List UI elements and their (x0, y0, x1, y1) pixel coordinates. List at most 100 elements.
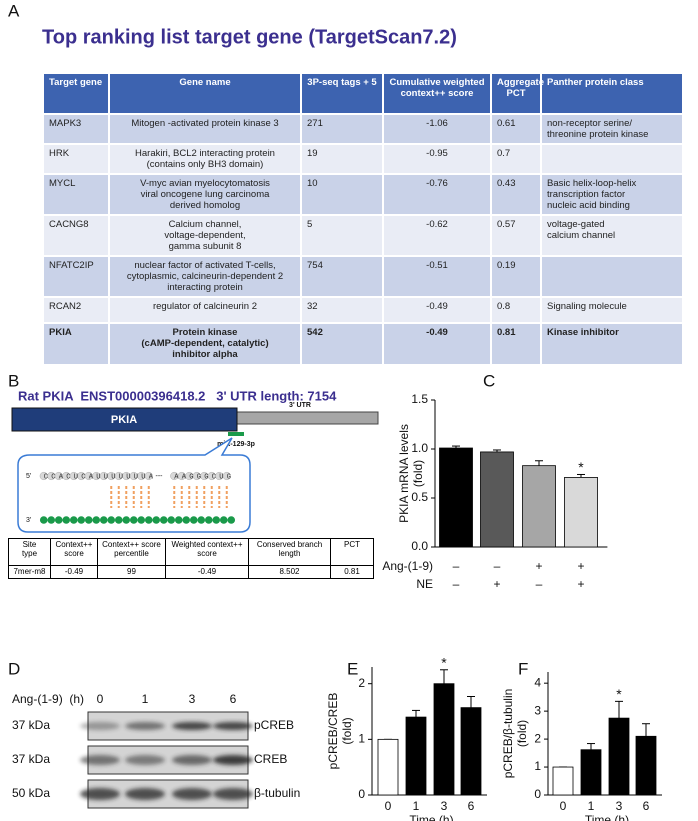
cell: Signaling molecule (540, 296, 684, 324)
panel-title: Rat PKIA ENST00000396418.2 3' UTR length… (18, 388, 337, 403)
band (213, 788, 253, 800)
header-cell: Site type (8, 538, 51, 566)
header-cell: Target gene (42, 72, 110, 115)
y-axis-label-line: (fold) (340, 717, 354, 744)
cell: Basic helix-loop-helix transcription fac… (540, 173, 684, 216)
cell: -0.51 (382, 255, 492, 298)
cell: 0.81 (490, 322, 542, 366)
time-label: 1 (142, 692, 149, 706)
bar (377, 738, 399, 796)
condition-name: NE (416, 577, 433, 591)
nucleotide (137, 516, 146, 524)
sequence-text: AAGGGCUG (174, 473, 234, 481)
protein-label: β-tubulin (254, 786, 300, 800)
panel-label: A (8, 1, 20, 20)
time-label: 3 (189, 692, 196, 706)
bar (460, 707, 482, 796)
cell: -0.95 (382, 143, 492, 175)
protein-label: CREB (254, 752, 287, 766)
nucleotide (39, 516, 48, 524)
utr-bar (236, 411, 379, 425)
panel-label: D (8, 659, 20, 678)
header-cell: Context++ score percentile (97, 538, 166, 566)
y-axis-label-line: pCREB/β-tubulin (501, 689, 515, 779)
nucleotide (62, 516, 71, 524)
band (125, 722, 165, 730)
x-axis-label: Time (h) (409, 813, 453, 821)
cell: HRK (42, 143, 110, 175)
cell: 0.19 (490, 255, 542, 298)
nucleotide (159, 516, 168, 524)
nucleotide (47, 516, 56, 524)
x-tick-label: 0 (560, 799, 567, 813)
strand-label: 5' (26, 473, 31, 480)
band (172, 722, 212, 730)
nucleotide (182, 516, 191, 524)
row: MYCL V-myc avian myelocytomatosis viral o… (42, 173, 684, 216)
nucleotide (227, 516, 236, 524)
header-cell: Aggregate PCT (490, 72, 544, 115)
y-tick-label: 4 (534, 675, 541, 689)
y-tick-label: 2 (358, 676, 365, 690)
cell: regulator of calcineurin 2 (108, 296, 302, 324)
y-tick-label: 0 (358, 787, 365, 801)
x-tick-label: 1 (588, 799, 595, 813)
nucleotide (129, 516, 138, 524)
nucleotide (77, 516, 86, 524)
cell: 19 (300, 143, 384, 175)
cell: 0.81 (330, 565, 374, 579)
header-cell: Panther protein class (540, 72, 684, 115)
condition-value: + (535, 559, 542, 573)
size-label: 50 kDa (12, 786, 50, 800)
row: NFATC2IP nuclear factor of activated T-ce… (42, 255, 684, 298)
header-cell: Weighted context++ score (165, 538, 249, 566)
y-axis-label: PKIA mRNA levels(fold) (397, 424, 425, 523)
header-cell: Conserved branch length (248, 538, 331, 566)
nucleotide (152, 516, 161, 524)
cell: -0.76 (382, 173, 492, 216)
panel-title: Top ranking list target gene (TargetScan… (42, 26, 457, 48)
header-cell: Gene name (108, 72, 302, 115)
cell: -0.49 (382, 322, 492, 366)
bar (433, 683, 455, 796)
gene-label: PKIA (111, 414, 137, 426)
condition-value: – (453, 577, 460, 591)
band (125, 755, 165, 765)
x-tick-label: 0 (385, 799, 392, 813)
cell: 8.502 (248, 565, 331, 579)
y-tick-label: 1 (534, 759, 541, 773)
nucleotide (212, 516, 221, 524)
cell: -0.49 (165, 565, 249, 579)
bar (564, 477, 598, 548)
y-axis-label-line: PKIA mRNA levels (397, 424, 411, 523)
gap: --- (156, 473, 164, 480)
cell: CACNG8 (42, 214, 110, 257)
cell: V-myc avian myelocytomatosis viral oncog… (108, 173, 302, 216)
y-tick-label: 1.5 (411, 392, 428, 406)
cell: MYCL (42, 173, 110, 216)
row: PKIA Protein kinase (cAMP-dependent, cata… (42, 322, 684, 366)
annotation: * (578, 459, 584, 475)
condition-value: + (493, 577, 500, 591)
cell (540, 255, 684, 298)
cell: MAPK3 (42, 113, 110, 145)
band (125, 788, 165, 800)
nucleotide (144, 472, 153, 481)
condition-value: – (536, 577, 543, 591)
bar (608, 717, 630, 796)
row: RCAN2 regulator of calcineurin 2 32 -0.49 0.… (42, 296, 684, 324)
nucleotide (167, 516, 176, 524)
size-label: 37 kDa (12, 752, 50, 766)
size-label: 37 kDa (12, 718, 50, 732)
x-axis-label: Time (h) (585, 813, 629, 821)
bar (580, 749, 602, 796)
cell: PKIA (42, 322, 110, 366)
nucleotide (92, 516, 101, 524)
header-cell: Context++ score (50, 538, 98, 566)
bar (480, 451, 514, 548)
row: CACNG8 Calcium channel, voltage-dependent… (42, 214, 684, 257)
x-tick-label: 3 (616, 799, 623, 813)
cell: nuclear factor of activated T-cells, cyt… (108, 255, 302, 298)
utr-label: 3' UTR (289, 402, 311, 409)
